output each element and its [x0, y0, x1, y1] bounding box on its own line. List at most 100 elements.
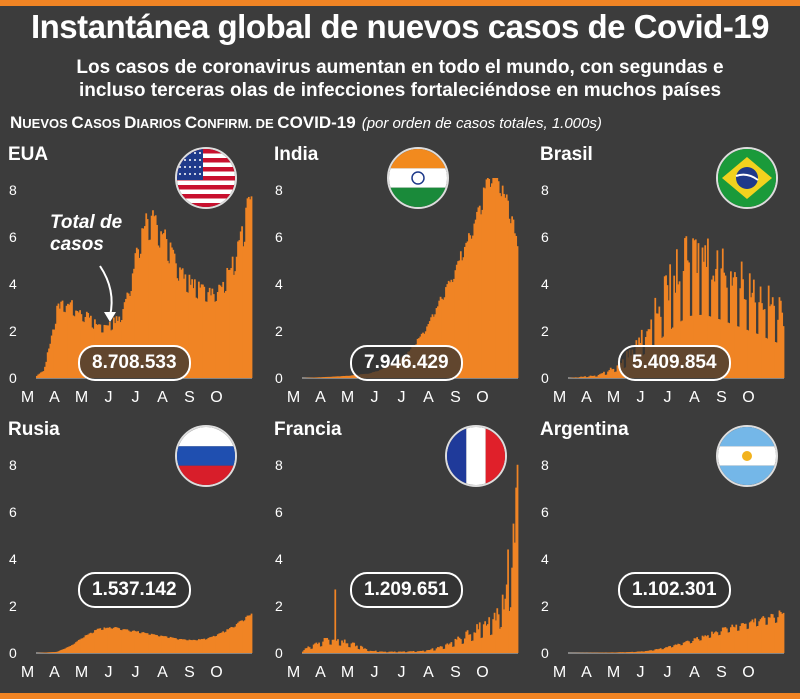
bar — [717, 635, 720, 653]
x-tick-label: M — [21, 389, 34, 406]
bar — [613, 652, 616, 653]
bar — [360, 645, 362, 653]
bar — [473, 223, 476, 378]
bar — [688, 641, 690, 653]
chart-panel-argentina: 0 2 4 6 8 M A M J J A S O Argentina 1.102.301 — [532, 415, 798, 685]
bar — [250, 613, 253, 653]
bar — [157, 245, 160, 378]
bar — [620, 652, 623, 653]
bar — [711, 631, 713, 653]
bar — [441, 646, 443, 653]
bar — [246, 615, 249, 653]
bar — [484, 621, 486, 653]
bar — [238, 621, 241, 653]
bar — [243, 241, 246, 378]
x-tick-label: A — [423, 664, 434, 681]
bar — [627, 652, 630, 653]
bar — [303, 650, 306, 653]
bar — [366, 651, 369, 653]
x-tick-label: M — [607, 389, 620, 406]
bar — [779, 612, 782, 653]
bar — [380, 651, 383, 653]
bar — [125, 629, 127, 653]
bar — [667, 646, 670, 653]
bar — [157, 636, 160, 653]
bar — [330, 644, 333, 653]
bar — [246, 198, 249, 378]
bar — [470, 641, 473, 653]
bar — [740, 623, 743, 653]
bar — [493, 178, 496, 378]
bar — [179, 638, 181, 653]
bar — [85, 635, 88, 653]
x-tick-label: A — [315, 664, 326, 681]
bar — [774, 342, 777, 378]
bar — [345, 643, 347, 653]
bar — [126, 292, 129, 378]
bar — [365, 649, 368, 653]
bar — [669, 645, 671, 653]
y-tick-label: 8 — [275, 182, 283, 198]
bar — [184, 639, 187, 653]
bar — [757, 625, 759, 653]
bar — [469, 235, 472, 378]
bar — [91, 633, 94, 653]
bar — [754, 302, 757, 378]
bar — [666, 285, 669, 378]
bar — [347, 375, 350, 378]
bar — [470, 238, 473, 378]
bar — [489, 635, 492, 653]
bar — [673, 275, 676, 378]
bar — [596, 376, 599, 378]
bar — [202, 284, 204, 378]
bar — [164, 636, 166, 653]
bar — [711, 279, 713, 378]
x-tick-label: J — [371, 664, 379, 681]
bar — [80, 314, 83, 378]
bar — [697, 639, 700, 653]
bar — [96, 628, 99, 653]
bar — [215, 300, 218, 378]
bar — [698, 640, 701, 653]
bar — [106, 627, 108, 653]
bar — [338, 376, 341, 378]
bar — [700, 640, 703, 653]
bar — [161, 234, 164, 378]
bar — [165, 239, 168, 378]
bar — [381, 651, 384, 653]
bar — [212, 635, 215, 653]
bar — [713, 281, 716, 378]
x-tick-label: J — [664, 389, 672, 406]
bar — [233, 274, 235, 378]
x-tick-label: M — [341, 389, 354, 406]
bar — [478, 622, 481, 653]
bar — [484, 188, 486, 378]
bar — [327, 639, 330, 653]
chart-panel-brasil: 0 2 4 6 8 M A M J J A S O Brasil 5.409.854 — [532, 140, 798, 410]
bar — [152, 634, 154, 653]
bar — [337, 639, 339, 653]
bar — [196, 298, 199, 378]
bar — [172, 249, 175, 378]
bar — [403, 651, 405, 653]
bar — [229, 269, 231, 378]
bar — [781, 613, 784, 653]
annotation-arrow — [99, 265, 113, 317]
bar — [696, 272, 698, 378]
bar — [68, 304, 71, 378]
bar — [315, 642, 318, 653]
bar — [704, 635, 707, 653]
bar — [69, 645, 72, 653]
bar — [185, 640, 188, 653]
bar — [220, 287, 223, 378]
bar — [410, 651, 412, 653]
bar — [693, 240, 696, 378]
bar — [458, 260, 461, 378]
bar — [334, 589, 337, 653]
bar — [415, 651, 418, 653]
bar — [485, 625, 488, 653]
bar — [168, 638, 171, 653]
y-tick-label: 6 — [9, 229, 17, 245]
x-tick-label: J — [132, 389, 140, 406]
bar — [759, 619, 762, 653]
